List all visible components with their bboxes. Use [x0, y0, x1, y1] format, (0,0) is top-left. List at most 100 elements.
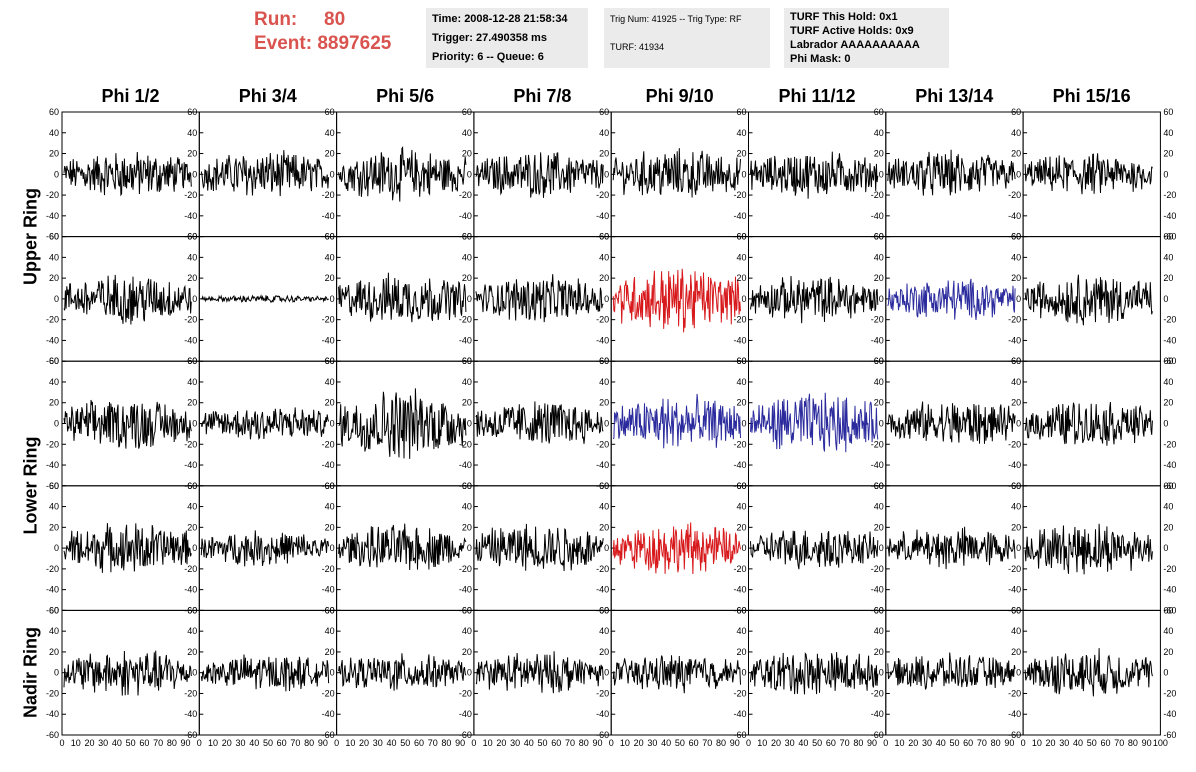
x-tick-label: 10	[208, 738, 218, 748]
y-tick-label: 20	[874, 398, 884, 408]
y-tick-label: 0	[1163, 543, 1168, 553]
turf-active-line: TURF Active Holds: 0x9	[790, 25, 914, 37]
y-tick-label: -60	[184, 730, 197, 740]
x-tick-label: 60	[414, 738, 424, 748]
run-label: Run:	[254, 9, 298, 30]
trigger-line: Trigger: 27.490358 ms	[432, 32, 547, 44]
x-tick-label: 30	[510, 738, 520, 748]
x-tick-label: 40	[112, 738, 122, 748]
y-tick-label: -40	[184, 460, 197, 470]
x-tick-label: 90	[455, 738, 465, 748]
x-tick-label: 90	[592, 738, 602, 748]
y-tick-label: 40	[325, 626, 335, 636]
x-tick-label: 80	[304, 738, 314, 748]
x-tick-label: 20	[908, 738, 918, 748]
x-tick-label: 20	[1046, 738, 1056, 748]
y-tick-label: 0	[330, 294, 335, 304]
panel-frame	[336, 609, 475, 736]
event-value: 8897625	[317, 33, 392, 54]
column-header: Phi 7/8	[513, 86, 572, 106]
y-tick-label: 60	[49, 107, 59, 117]
trigger-info-box: Trig Num: 41925 -- Trig Type: RF TURF: 4…	[604, 8, 770, 68]
waveform-trace	[1024, 153, 1153, 195]
x-tick-label: 80	[167, 738, 177, 748]
x-tick-label: 30	[785, 738, 795, 748]
x-tick-label: 90	[730, 738, 740, 748]
y-tick-label: -40	[46, 585, 59, 595]
y-tick-label: -40	[1163, 709, 1176, 719]
y-tick-label: -40	[1008, 211, 1021, 221]
y-tick-label: 20	[874, 149, 884, 159]
y-tick-label: 0	[1016, 294, 1021, 304]
x-tick-label: 20	[222, 738, 232, 748]
y-tick-label: -40	[1163, 460, 1176, 470]
y-tick-label: 20	[1011, 398, 1021, 408]
y-tick-label: -20	[46, 315, 59, 325]
y-tick-label: 20	[462, 149, 472, 159]
y-tick-label: 0	[879, 543, 884, 553]
y-tick-label: 60	[462, 481, 472, 491]
y-tick-label: 0	[741, 419, 746, 429]
y-tick-label: 40	[874, 377, 884, 387]
waveform-trace	[200, 294, 329, 304]
waveform-trace	[887, 149, 1016, 196]
x-tick-label: 10	[483, 738, 493, 748]
y-tick-label: 0	[330, 668, 335, 678]
y-tick-label: 20	[49, 398, 59, 408]
y-tick-label: 60	[325, 107, 335, 117]
y-tick-label: 60	[1163, 107, 1173, 117]
x-tick-label: 40	[387, 738, 397, 748]
y-tick-label: 20	[736, 273, 746, 283]
y-tick-label: 40	[599, 502, 609, 512]
y-tick-label: -20	[596, 688, 609, 698]
y-tick-label: -40	[733, 335, 746, 345]
y-tick-label: 0	[1163, 169, 1168, 179]
y-tick-label: 20	[49, 273, 59, 283]
y-tick-label: 40	[462, 252, 472, 262]
y-tick-label: -40	[322, 585, 335, 595]
x-tick-label: 70	[977, 738, 987, 748]
waveform-trace	[750, 275, 879, 324]
x-tick-label: 70	[702, 738, 712, 748]
y-tick-label: -60	[871, 730, 884, 740]
time-info-box: Time: 2008-12-28 21:58:34 Trigger: 27.49…	[426, 8, 588, 68]
y-tick-label: 40	[1011, 502, 1021, 512]
y-tick-label: 0	[192, 419, 197, 429]
y-tick-label: -20	[1008, 190, 1021, 200]
y-tick-label: -20	[871, 315, 884, 325]
y-tick-label: 40	[49, 377, 59, 387]
y-tick-label: 0	[330, 419, 335, 429]
y-tick-label: 40	[187, 377, 197, 387]
column-header: Phi 9/10	[645, 86, 714, 106]
y-tick-label: -20	[596, 315, 609, 325]
y-tick-label: 60	[187, 107, 197, 117]
y-tick-label: 20	[736, 398, 746, 408]
y-tick-label: 60	[736, 605, 746, 615]
y-tick-label: 20	[874, 647, 884, 657]
waveform-trace	[887, 401, 1016, 444]
x-tick-label: 100	[1153, 738, 1168, 748]
y-tick-label: 40	[325, 502, 335, 512]
y-tick-label: -20	[322, 564, 335, 574]
x-tick-label: 80	[579, 738, 589, 748]
y-tick-label: 60	[462, 605, 472, 615]
x-tick-label: 70	[290, 738, 300, 748]
x-tick-label: 30	[235, 738, 245, 748]
y-tick-label: 60	[49, 356, 59, 366]
y-tick-label: 60	[187, 232, 197, 242]
y-tick-label: -40	[184, 335, 197, 345]
y-tick-label: 0	[741, 294, 746, 304]
y-tick-label: 20	[462, 522, 472, 532]
x-tick-label: 20	[496, 738, 506, 748]
y-tick-label: 20	[1163, 149, 1173, 159]
y-tick-label: 0	[330, 543, 335, 553]
